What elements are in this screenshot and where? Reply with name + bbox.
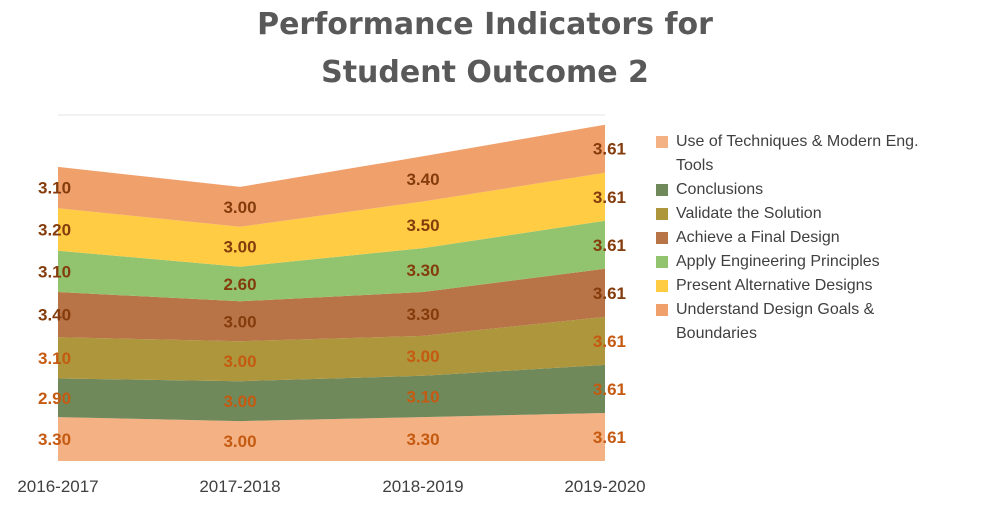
legend-label-1: Conclusions — [676, 181, 763, 198]
area-series-6 — [58, 124, 605, 227]
legend-swatch-3 — [656, 232, 668, 244]
data-label-s2-c2: 3.00 — [406, 347, 439, 366]
legend-swatch-4 — [656, 256, 668, 268]
area-series-1 — [58, 364, 605, 422]
legend-label-6-line-2: Boundaries — [676, 325, 757, 342]
legend-swatch-2 — [656, 208, 668, 220]
x-tick-label-1: 2017-2018 — [199, 477, 280, 496]
legend-label-4: Apply Engineering Principles — [676, 253, 880, 270]
legend-item-5: Present Alternative Designs — [656, 277, 873, 294]
data-label-s1-c1: 3.00 — [223, 392, 256, 411]
legend-swatch-0 — [656, 136, 668, 148]
legend-label-0-line-2: Tools — [676, 157, 713, 174]
legend: Use of Techniques & Modern Eng. Tools Conc… — [656, 133, 919, 342]
data-label-s5-c3: 3.61 — [593, 188, 626, 207]
legend-swatch-6 — [656, 304, 668, 316]
data-label-s0-c2: 3.30 — [406, 430, 439, 449]
legend-item-0: Use of Techniques & Modern Eng. Tools — [656, 133, 919, 174]
data-label-s0-c1: 3.00 — [223, 432, 256, 451]
area-series-0 — [58, 413, 605, 461]
area-series-4 — [58, 220, 605, 302]
data-label-s0-c0: 3.30 — [38, 430, 71, 449]
data-label-s2-c1: 3.00 — [223, 352, 256, 371]
data-label-s2-c0: 3.10 — [38, 349, 71, 368]
area-layers — [58, 124, 605, 461]
legend-label-3: Achieve a Final Design — [676, 229, 840, 246]
legend-label-0: Use of Techniques & Modern Eng. — [676, 133, 919, 150]
data-label-s4-c2: 3.30 — [406, 261, 439, 280]
data-label-s6-c3: 3.61 — [593, 140, 626, 159]
data-label-s5-c2: 3.50 — [406, 216, 439, 235]
data-label-s4-c3: 3.61 — [593, 236, 626, 255]
legend-item-6: Understand Design Goals & Boundaries — [656, 301, 875, 342]
area-series-3 — [58, 268, 605, 342]
data-label-s1-c2: 3.10 — [406, 388, 439, 407]
x-tick-label-0: 2016-2017 — [17, 477, 98, 496]
data-label-s4-c1: 2.60 — [223, 275, 256, 294]
data-labels: 3.30 3.00 3.30 3.61 2.90 3.00 3.10 3.61 3.10 3.00… — [38, 140, 626, 451]
legend-swatch-1 — [656, 184, 668, 196]
legend-item-2: Validate the Solution — [656, 205, 822, 222]
area-series-5 — [58, 172, 605, 267]
legend-label-2: Validate the Solution — [676, 205, 822, 222]
x-tick-label-2: 2018-2019 — [382, 477, 463, 496]
legend-item-3: Achieve a Final Design — [656, 229, 840, 246]
data-label-s3-c0: 3.40 — [38, 306, 71, 325]
legend-label-6: Understand Design Goals & — [676, 301, 875, 318]
data-label-s3-c1: 3.00 — [223, 312, 256, 331]
data-label-s6-c2: 3.40 — [406, 170, 439, 189]
data-label-s6-c1: 3.00 — [223, 198, 256, 217]
data-label-s4-c0: 3.10 — [38, 262, 71, 281]
chart-title-line-2: Student Outcome 2 — [321, 55, 649, 90]
chart-title-line-1: Performance Indicators for — [257, 7, 713, 42]
legend-swatch-5 — [656, 280, 668, 292]
data-label-s1-c0: 2.90 — [38, 389, 71, 408]
x-axis-ticks: 2016-2017 2017-2018 2018-2019 2019-2020 — [17, 477, 645, 496]
data-label-s3-c2: 3.30 — [406, 305, 439, 324]
data-label-s3-c3: 3.61 — [593, 284, 626, 303]
legend-item-4: Apply Engineering Principles — [656, 253, 880, 270]
area-series-2 — [58, 316, 605, 382]
x-tick-label-3: 2019-2020 — [564, 477, 645, 496]
data-label-s5-c1: 3.00 — [223, 238, 256, 257]
legend-label-5: Present Alternative Designs — [676, 277, 873, 294]
data-label-s2-c3: 3.61 — [593, 332, 626, 351]
data-label-s0-c3: 3.61 — [593, 428, 626, 447]
data-label-s6-c0: 3.10 — [38, 179, 71, 198]
legend-item-1: Conclusions — [656, 181, 763, 198]
data-label-s1-c3: 3.61 — [593, 380, 626, 399]
data-label-s5-c0: 3.20 — [38, 220, 71, 239]
